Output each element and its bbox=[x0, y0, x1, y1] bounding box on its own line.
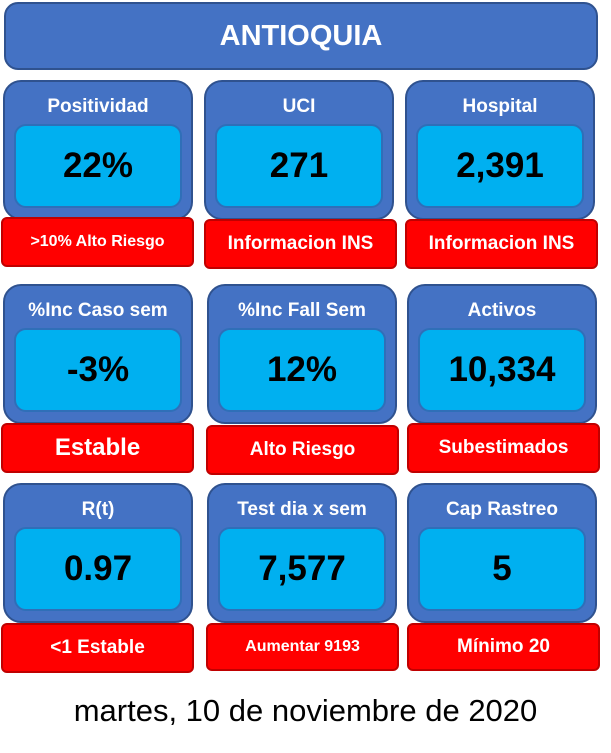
card-value: 271 bbox=[215, 124, 383, 208]
card-value: 10,334 bbox=[418, 328, 586, 412]
card-value: 5 bbox=[418, 527, 586, 611]
status-badge-hospital: Informacion INS bbox=[405, 219, 598, 269]
report-date: martes, 10 de noviembre de 2020 bbox=[73, 693, 538, 728]
card-label: Cap Rastreo bbox=[446, 499, 558, 520]
card-label: %Inc Fall Sem bbox=[238, 300, 366, 321]
card-label: Hospital bbox=[462, 96, 538, 117]
card-label: %Inc Caso sem bbox=[28, 300, 168, 321]
status-badge-test-dia-x-sem: Aumentar 9193 bbox=[206, 623, 399, 671]
card-hospital: Hospital 2,391 bbox=[405, 80, 595, 220]
status-badge-cap-rastreo: Mínimo 20 bbox=[407, 623, 600, 671]
card-positividad: Positividad 22% bbox=[3, 80, 193, 220]
card-uci: UCI 271 bbox=[204, 80, 394, 220]
card-value: 0.97 bbox=[14, 527, 182, 611]
card-value: 22% bbox=[14, 124, 182, 208]
status-badge-inc-caso-sem: Estable bbox=[1, 423, 194, 473]
card-rt: R(t) 0.97 bbox=[3, 483, 193, 623]
status-badge-activos: Subestimados bbox=[407, 423, 600, 473]
card-inc-fall-sem: %Inc Fall Sem 12% bbox=[207, 284, 397, 424]
card-label: R(t) bbox=[81, 499, 115, 520]
page-title: ANTIOQUIA bbox=[4, 2, 598, 70]
status-badge-uci: Informacion INS bbox=[204, 219, 397, 269]
card-value: -3% bbox=[14, 328, 182, 412]
card-activos: Activos 10,334 bbox=[407, 284, 597, 424]
card-value: 7,577 bbox=[218, 527, 386, 611]
card-label: Positividad bbox=[47, 96, 149, 117]
status-badge-inc-fall-sem: Alto Riesgo bbox=[206, 425, 399, 475]
card-value: 2,391 bbox=[416, 124, 584, 208]
card-label: UCI bbox=[282, 96, 316, 117]
card-value: 12% bbox=[218, 328, 386, 412]
status-badge-positividad: >10% Alto Riesgo bbox=[1, 217, 194, 267]
card-inc-caso-sem: %Inc Caso sem -3% bbox=[3, 284, 193, 424]
card-label: Test dia x sem bbox=[237, 499, 367, 520]
card-cap-rastreo: Cap Rastreo 5 bbox=[407, 483, 597, 623]
card-test-dia-x-sem: Test dia x sem 7,577 bbox=[207, 483, 397, 623]
status-badge-rt: <1 Estable bbox=[1, 623, 194, 673]
card-label: Activos bbox=[467, 300, 537, 321]
